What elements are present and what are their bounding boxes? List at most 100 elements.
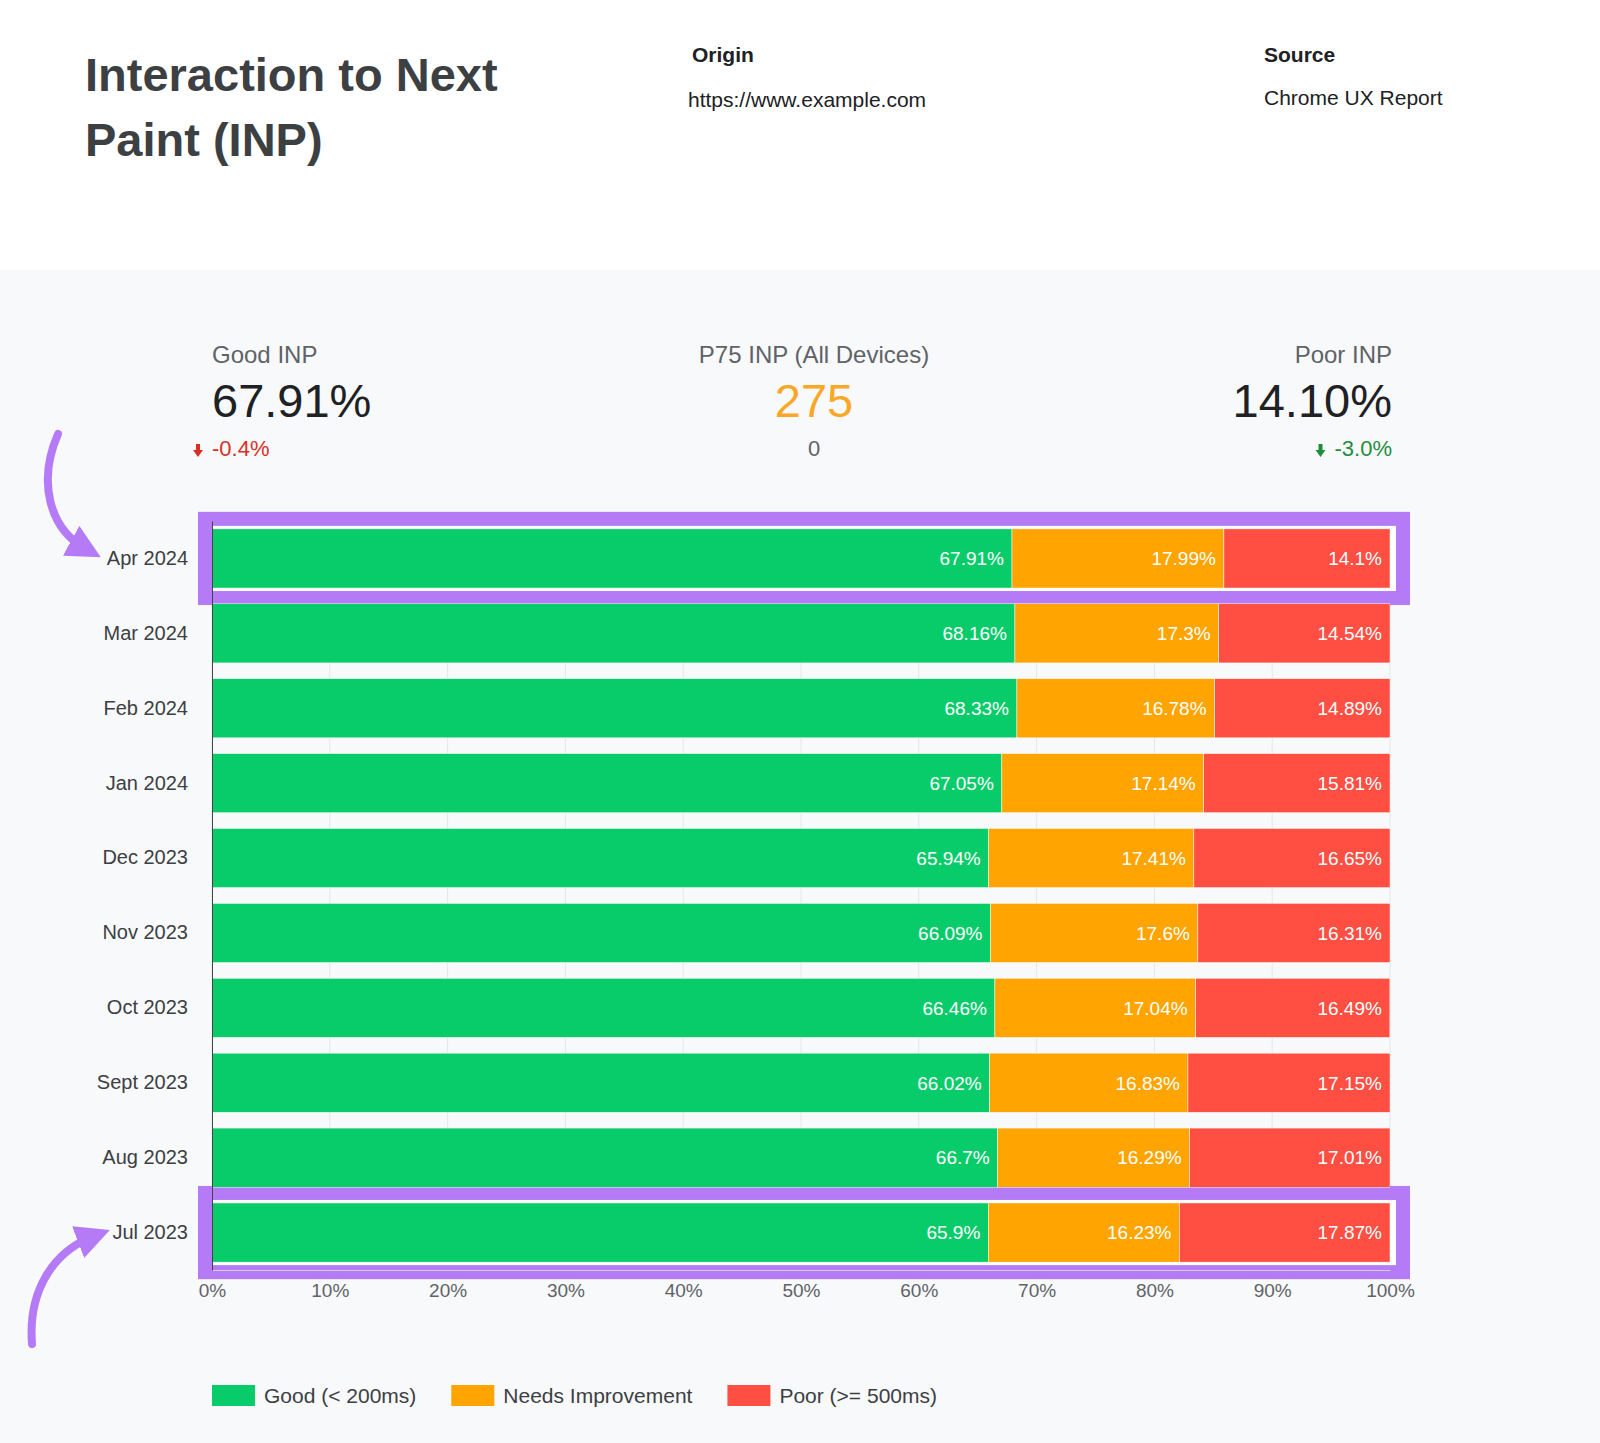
bar-segment bbox=[1017, 679, 1215, 738]
bar-segment bbox=[1219, 604, 1390, 663]
data-label: 17.99% bbox=[1151, 548, 1216, 569]
x-tick-label: 80% bbox=[1136, 1280, 1174, 1301]
y-tick-label: Sept 2023 bbox=[97, 1071, 188, 1093]
kpi-label: Good INP bbox=[212, 341, 317, 368]
data-label: 67.91% bbox=[940, 548, 1005, 569]
data-label: 17.6% bbox=[1136, 923, 1190, 944]
bar-segment bbox=[1224, 529, 1390, 588]
data-label: 17.14% bbox=[1131, 773, 1196, 794]
bar-segment bbox=[1204, 754, 1390, 813]
data-label: 16.65% bbox=[1318, 848, 1383, 869]
highlight-box bbox=[205, 1193, 1403, 1272]
data-label: 65.9% bbox=[926, 1222, 980, 1243]
y-tick-label: Jul 2023 bbox=[112, 1221, 188, 1243]
bar-segment bbox=[1012, 529, 1224, 588]
bar-segment bbox=[1198, 903, 1390, 962]
data-label: 17.01% bbox=[1318, 1147, 1383, 1168]
x-tick-label: 90% bbox=[1254, 1280, 1292, 1301]
x-tick: 40% bbox=[665, 1270, 703, 1301]
legend-label: Poor (>= 500ms) bbox=[779, 1384, 937, 1407]
x-tick: 30% bbox=[547, 1270, 585, 1301]
arrow bbox=[32, 1236, 94, 1344]
x-tick: 0% bbox=[199, 1270, 227, 1301]
x-tick-label: 60% bbox=[900, 1280, 938, 1301]
kpi: Poor INP14.10%-3.0% bbox=[1233, 341, 1392, 461]
data-label: 16.49% bbox=[1317, 998, 1382, 1019]
x-tick-label: 40% bbox=[665, 1280, 703, 1301]
data-label: 14.89% bbox=[1318, 698, 1383, 719]
data-label: 67.05% bbox=[929, 773, 994, 794]
y-tick: Dec 2023 bbox=[102, 846, 212, 868]
arrow bbox=[48, 434, 86, 549]
y-tick: Apr 2024 bbox=[107, 547, 212, 569]
bar-segment bbox=[990, 1053, 1188, 1112]
source-label: Source bbox=[1264, 43, 1335, 66]
bar-segment bbox=[212, 828, 989, 887]
x-tick-label: 20% bbox=[429, 1280, 467, 1301]
x-tick: 90% bbox=[1254, 1270, 1292, 1301]
kpi-change: -0.4% bbox=[212, 436, 269, 461]
origin-label: Origin bbox=[692, 43, 754, 66]
bar-segment bbox=[989, 828, 1194, 887]
legend-swatch bbox=[212, 1385, 255, 1406]
kpi-value: 14.10% bbox=[1233, 374, 1392, 427]
data-label: 17.87% bbox=[1318, 1222, 1383, 1243]
bar-segment bbox=[1215, 679, 1390, 738]
x-tick: 10% bbox=[311, 1270, 349, 1301]
y-tick: Aug 2023 bbox=[102, 1146, 212, 1168]
y-tick: Mar 2024 bbox=[104, 622, 213, 644]
data-label: 65.94% bbox=[916, 848, 981, 869]
data-label: 17.15% bbox=[1318, 1073, 1383, 1094]
chart-page: Interaction to NextPaint (INP)Originhttp… bbox=[0, 0, 1600, 1443]
data-label: 68.16% bbox=[942, 623, 1007, 644]
x-axis-line bbox=[213, 1270, 1391, 1271]
bar-segment bbox=[212, 1128, 998, 1187]
bar-segment bbox=[995, 978, 1196, 1037]
chart-background bbox=[0, 270, 1600, 1443]
source: Chrome UX Report bbox=[1264, 86, 1443, 109]
title: Interaction to NextPaint (INP) bbox=[85, 48, 498, 166]
x-tick-label: 30% bbox=[547, 1280, 585, 1301]
trend-arrow bbox=[193, 444, 203, 457]
y-tick-label: Dec 2023 bbox=[102, 846, 188, 868]
data-label: 14.1% bbox=[1328, 548, 1382, 569]
y-tick-label: Feb 2024 bbox=[103, 697, 188, 719]
x-tick-label: 70% bbox=[1018, 1280, 1056, 1301]
data-label: 17.04% bbox=[1123, 998, 1188, 1019]
legend-swatch bbox=[451, 1385, 494, 1406]
legend-label: Good (< 200ms) bbox=[264, 1384, 416, 1407]
bar-segment bbox=[1015, 604, 1219, 663]
bars bbox=[212, 529, 1390, 1262]
legend-swatch bbox=[727, 1385, 770, 1406]
y-tick: Jul 2023 bbox=[112, 1221, 212, 1243]
bar-segment bbox=[212, 1203, 988, 1262]
data-label: 14.54% bbox=[1318, 623, 1383, 644]
kpi: Good INP67.91%-0.4% bbox=[193, 341, 371, 461]
annotation-arrows bbox=[32, 434, 94, 1344]
y-axis-line bbox=[212, 522, 213, 1271]
kpi-change: -3.0% bbox=[1335, 436, 1392, 461]
data-label: 66.09% bbox=[918, 923, 983, 944]
legend-item: Good (< 200ms) bbox=[212, 1384, 416, 1407]
y-tick: Nov 2023 bbox=[102, 921, 212, 943]
data-label: 16.23% bbox=[1107, 1222, 1172, 1243]
trend-arrow bbox=[1316, 444, 1326, 457]
bar-segment bbox=[1196, 978, 1390, 1037]
data-label: 16.78% bbox=[1142, 698, 1207, 719]
bar-segment bbox=[212, 1053, 990, 1112]
x-tick-label: 50% bbox=[782, 1280, 820, 1301]
y-tick-label: Mar 2024 bbox=[104, 622, 189, 644]
data-label: 68.33% bbox=[944, 698, 1009, 719]
bar-segment bbox=[1190, 1128, 1390, 1187]
y-tick-label: Jan 2024 bbox=[106, 772, 188, 794]
kpi-label: P75 INP (All Devices) bbox=[699, 341, 929, 368]
x-tick: 60% bbox=[900, 1270, 938, 1301]
y-tick-label: Oct 2023 bbox=[107, 996, 188, 1018]
data-label: 17.3% bbox=[1157, 623, 1211, 644]
bar-segment bbox=[212, 604, 1015, 663]
grid bbox=[212, 521, 1390, 1270]
data-label: 66.7% bbox=[936, 1147, 990, 1168]
highlights bbox=[205, 519, 1403, 1272]
x-tick-label: 100% bbox=[1366, 1280, 1415, 1301]
kpi-value: 275 bbox=[775, 374, 853, 427]
